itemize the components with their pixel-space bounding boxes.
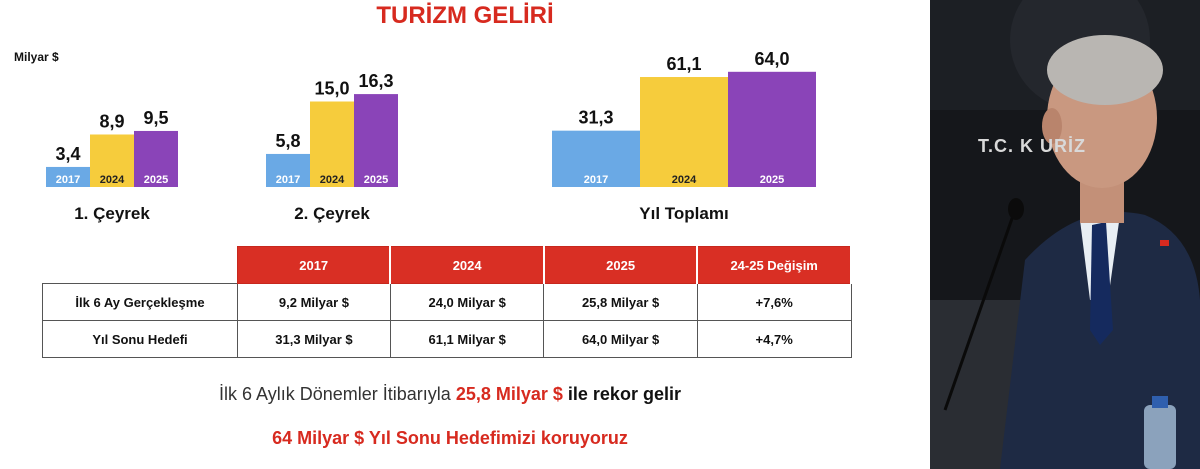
speaker-video-panel: T.C. K URİZ bbox=[930, 0, 1200, 469]
table-cell: 31,3 Milyar $ bbox=[236, 320, 391, 358]
table-cell: 25,8 Milyar $ bbox=[543, 283, 698, 321]
bar-value-label: 9,5 bbox=[143, 108, 168, 128]
table-cell: İlk 6 Ay Gerçekleşme bbox=[42, 283, 238, 321]
group-label-q2: 2. Çeyrek bbox=[294, 204, 370, 223]
table-header-cell: 24-25 Değişim bbox=[696, 246, 852, 284]
slide-title: TURİZM GELİRİ bbox=[376, 2, 554, 29]
bar-value-label: 64,0 bbox=[754, 49, 789, 69]
bar-2-2017 bbox=[552, 130, 640, 187]
backdrop-text: T.C. K URİZ bbox=[978, 136, 1086, 156]
bar-1-2024 bbox=[310, 101, 354, 187]
tourism-revenue-bar-chart: 3,4 2017 8,9 2024 9,5 2025 5,8 2017 15,0 2024 16,3… bbox=[46, 49, 816, 187]
table-cell: +4,7% bbox=[696, 320, 852, 358]
table-cell: 24,0 Milyar $ bbox=[389, 283, 545, 321]
table-header-cell: 2017 bbox=[236, 246, 392, 284]
table-row: Yıl Sonu Hedefi 31,3 Milyar $ 61,1 Milya… bbox=[42, 320, 852, 358]
bar-value-label: 31,3 bbox=[578, 108, 613, 128]
bar-value-label: 61,1 bbox=[666, 54, 701, 74]
bar-category-label: 2017 bbox=[276, 174, 300, 186]
table-cell: Yıl Sonu Hedefi bbox=[42, 320, 238, 358]
speaker-photo bbox=[930, 0, 1200, 469]
bar-category-label: 2024 bbox=[672, 174, 697, 186]
bar-category-label: 2025 bbox=[364, 174, 388, 186]
bar-category-label: 2025 bbox=[144, 174, 168, 186]
bar-value-label: 3,4 bbox=[55, 144, 80, 164]
bar-value-label: 16,3 bbox=[358, 71, 393, 91]
group-label-q1: 1. Çeyrek bbox=[74, 204, 150, 223]
bar-category-label: 2025 bbox=[760, 174, 784, 186]
bar-2-2024 bbox=[640, 77, 728, 187]
bar-1-2025 bbox=[354, 94, 398, 187]
unit-label: Milyar $ bbox=[14, 50, 59, 64]
bar-category-label: 2017 bbox=[56, 174, 80, 186]
table-header-cell: 2025 bbox=[543, 246, 699, 284]
group-label-year: Yıl Toplamı bbox=[639, 204, 729, 223]
bar-1-2017 bbox=[266, 153, 310, 187]
bar-value-label: 5,8 bbox=[275, 131, 300, 151]
bar-category-label: 2017 bbox=[584, 174, 608, 186]
bar-category-label: 2024 bbox=[320, 174, 345, 186]
footer-line-1: İlk 6 Aylık Dönemler İtibarıyla 25,8 Mil… bbox=[0, 384, 900, 405]
table-header-row: 2017 2024 2025 24-25 Değişim bbox=[42, 246, 852, 284]
bar-2-2025 bbox=[728, 71, 816, 187]
table-header-cell bbox=[42, 246, 238, 284]
table-header-cell: 2024 bbox=[389, 246, 545, 284]
bar-value-label: 8,9 bbox=[99, 111, 124, 131]
table-cell: 64,0 Milyar $ bbox=[543, 320, 698, 358]
table-cell: 9,2 Milyar $ bbox=[236, 283, 391, 321]
table-cell: 61,1 Milyar $ bbox=[389, 320, 545, 358]
bar-0-2025 bbox=[134, 130, 178, 187]
table-cell: +7,6% bbox=[696, 283, 852, 321]
revenue-table: 2017 2024 2025 24-25 Değişim İlk 6 Ay Ge… bbox=[42, 246, 852, 358]
footer-line-1-highlight: 25,8 Milyar $ bbox=[455, 384, 563, 404]
bar-value-label: 15,0 bbox=[314, 79, 349, 99]
presentation-slide: TURİZM GELİRİ Milyar $ 3,4 2017 8,9 2024 9,5… bbox=[0, 2, 900, 448]
footer-line-1-tail: ile rekor gelir bbox=[567, 384, 681, 404]
footer-line-2: 64 Milyar $ Yıl Sonu Hedefimizi koruyoru… bbox=[272, 428, 628, 448]
bar-category-label: 2024 bbox=[100, 174, 125, 186]
footer-line-1-text: İlk 6 Aylık Dönemler İtibarıyla bbox=[219, 384, 451, 404]
table-row: İlk 6 Ay Gerçekleşme 9,2 Milyar $ 24,0 M… bbox=[42, 283, 852, 321]
bar-0-2017 bbox=[46, 166, 90, 187]
bar-0-2024 bbox=[90, 134, 134, 187]
